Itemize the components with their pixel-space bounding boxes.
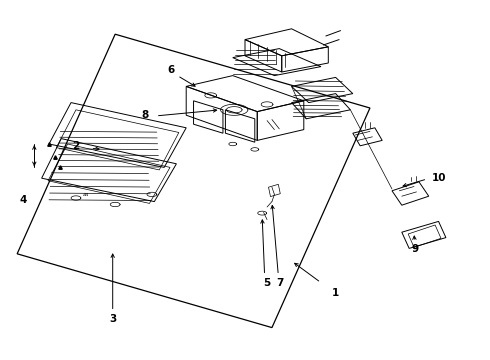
Text: 8: 8: [141, 110, 148, 120]
Text: 5: 5: [264, 278, 270, 288]
Text: 4: 4: [20, 195, 27, 205]
Text: 2: 2: [73, 141, 80, 151]
Text: 3: 3: [109, 314, 116, 324]
Text: 9: 9: [412, 244, 418, 254]
Text: 1: 1: [332, 288, 339, 298]
Text: 10: 10: [432, 173, 447, 183]
Text: 6: 6: [167, 65, 174, 75]
Text: a₁: a₁: [82, 192, 89, 197]
Text: 7: 7: [276, 278, 284, 288]
